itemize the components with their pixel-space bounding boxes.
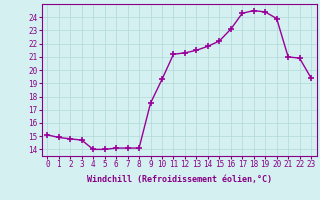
X-axis label: Windchill (Refroidissement éolien,°C): Windchill (Refroidissement éolien,°C) (87, 175, 272, 184)
